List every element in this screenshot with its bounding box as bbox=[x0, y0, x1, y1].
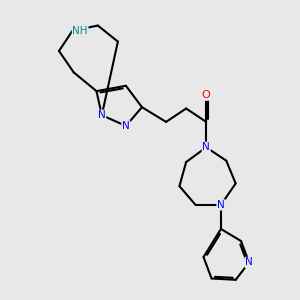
Text: NH: NH bbox=[72, 26, 88, 36]
Text: O: O bbox=[202, 90, 211, 100]
Text: N: N bbox=[217, 200, 225, 210]
Text: N: N bbox=[245, 257, 253, 267]
Text: N: N bbox=[202, 142, 210, 152]
Text: N: N bbox=[122, 121, 130, 131]
Text: N: N bbox=[98, 110, 106, 120]
